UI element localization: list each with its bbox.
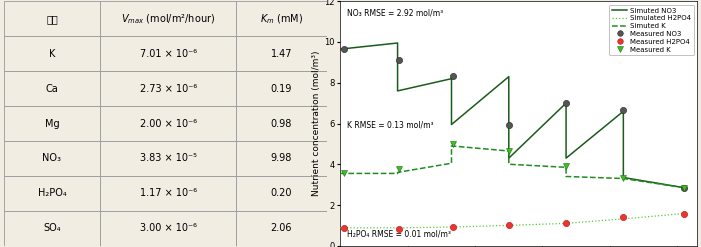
Text: 0.20: 0.20: [271, 188, 292, 198]
Bar: [4, 141, 100, 176]
Text: SO₄: SO₄: [43, 223, 61, 233]
Legend: Simuted NO3, Simulated H2PO4, Simuted K, Measured NO3, Measured H2PO4, Measured : Simuted NO3, Simulated H2PO4, Simuted K,…: [609, 5, 694, 55]
Text: K RMSE = 0.13 mol/m³: K RMSE = 0.13 mol/m³: [347, 121, 434, 130]
Text: 3.83 × 10⁻⁵: 3.83 × 10⁻⁵: [139, 153, 197, 164]
Text: 2.06: 2.06: [271, 223, 292, 233]
Bar: [4, 71, 100, 106]
Bar: [236, 36, 327, 71]
Bar: [4, 1, 100, 36]
Bar: [4, 106, 100, 141]
Text: 9.98: 9.98: [271, 153, 292, 164]
Bar: [100, 71, 236, 106]
Text: Mg: Mg: [45, 119, 60, 128]
Bar: [4, 36, 100, 71]
Bar: [236, 71, 327, 106]
Bar: [100, 36, 236, 71]
Text: 2.73 × 10⁻⁶: 2.73 × 10⁻⁶: [139, 83, 197, 94]
Text: K: K: [49, 49, 55, 59]
Text: 2.00 × 10⁻⁶: 2.00 × 10⁻⁶: [139, 119, 197, 128]
Bar: [236, 106, 327, 141]
Bar: [236, 141, 327, 176]
Text: 7.01 × 10⁻⁶: 7.01 × 10⁻⁶: [139, 49, 197, 59]
Text: 3.00 × 10⁻⁶: 3.00 × 10⁻⁶: [139, 223, 197, 233]
Bar: [236, 211, 327, 246]
Text: H₂PO₄: H₂PO₄: [38, 188, 67, 198]
Text: $V_{max}$ (mol/m²/hour): $V_{max}$ (mol/m²/hour): [121, 12, 215, 25]
Text: NO₃ RMSE = 2.92 mol/m³: NO₃ RMSE = 2.92 mol/m³: [347, 8, 443, 18]
Bar: [100, 106, 236, 141]
Bar: [100, 141, 236, 176]
Text: Ca: Ca: [46, 83, 58, 94]
Text: 0.19: 0.19: [271, 83, 292, 94]
Bar: [236, 176, 327, 211]
Text: 0.98: 0.98: [271, 119, 292, 128]
Text: $K_m$ (mM): $K_m$ (mM): [260, 12, 303, 25]
Text: 양분: 양분: [46, 14, 58, 24]
Bar: [4, 176, 100, 211]
Bar: [236, 1, 327, 36]
Bar: [100, 176, 236, 211]
Text: H₂PO₄ RMSE = 0.01 mol/m³: H₂PO₄ RMSE = 0.01 mol/m³: [347, 230, 451, 239]
Text: NO₃: NO₃: [43, 153, 62, 164]
Y-axis label: Nutrient concentration (mol/m³): Nutrient concentration (mol/m³): [313, 51, 322, 196]
Bar: [4, 211, 100, 246]
Bar: [100, 211, 236, 246]
Text: 1.17 × 10⁻⁶: 1.17 × 10⁻⁶: [139, 188, 197, 198]
Text: 1.47: 1.47: [271, 49, 292, 59]
Bar: [100, 1, 236, 36]
